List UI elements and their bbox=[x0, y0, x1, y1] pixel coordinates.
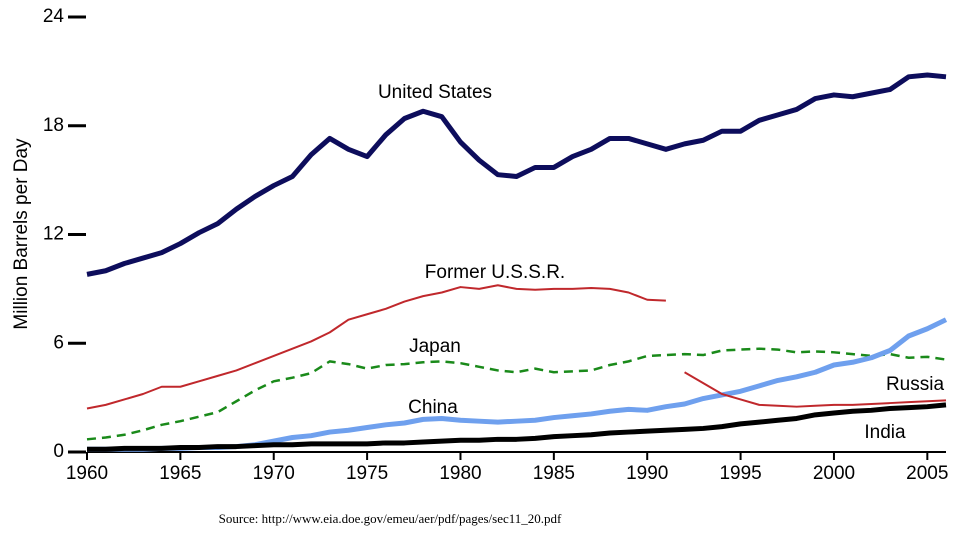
series-label: China bbox=[408, 397, 458, 418]
y-tick-label: 0 bbox=[53, 441, 64, 462]
x-tick-label: 1960 bbox=[66, 463, 108, 484]
series-line bbox=[87, 317, 948, 452]
series-line bbox=[684, 371, 947, 408]
series-line bbox=[86, 347, 947, 441]
x-tick-label: 2005 bbox=[906, 463, 948, 484]
x-tick-label: 1965 bbox=[159, 463, 201, 484]
series-label: United States bbox=[378, 82, 492, 103]
series-label: Russia bbox=[886, 374, 945, 395]
series-line bbox=[86, 72, 947, 277]
series-label: Japan bbox=[409, 336, 461, 357]
series-line bbox=[87, 402, 947, 452]
series-label: India bbox=[864, 422, 906, 443]
series-line bbox=[86, 284, 666, 410]
x-tick-label: 2000 bbox=[813, 463, 855, 484]
x-tick-label: 1975 bbox=[346, 463, 388, 484]
series-label: Former U.S.S.R. bbox=[425, 262, 565, 283]
x-tick-label: 1985 bbox=[533, 463, 575, 484]
source: Source: http://www.eia.doe.gov/emeu/aer/… bbox=[219, 511, 562, 526]
x-tick-label: 1995 bbox=[719, 463, 761, 484]
y-tick-label: 18 bbox=[43, 115, 64, 136]
y-tick-label: 24 bbox=[43, 6, 65, 27]
x-tick-label: 1980 bbox=[439, 463, 481, 484]
y-tick-label: 12 bbox=[43, 224, 64, 245]
y-axis-label: Million Barrels per Day bbox=[11, 138, 32, 330]
x-tick-label: 1970 bbox=[253, 463, 295, 484]
x-tick-label: 1990 bbox=[626, 463, 668, 484]
y-tick-label: 6 bbox=[53, 332, 64, 353]
